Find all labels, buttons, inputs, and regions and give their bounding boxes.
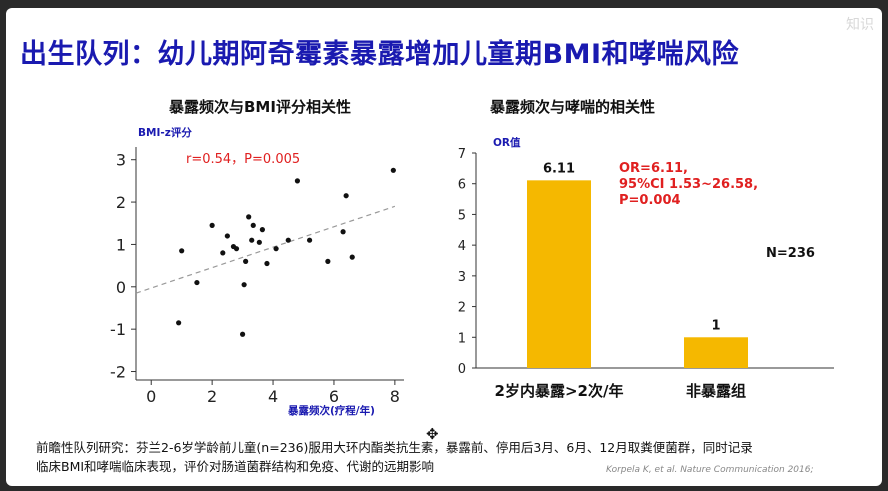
scatter-point: [285, 237, 291, 243]
scatter-point: [349, 254, 355, 260]
bar-y-tick-label: 2: [458, 301, 466, 316]
scatter-point: [325, 258, 331, 264]
bar-y-tick-label: 4: [458, 239, 466, 254]
bar-category-label: 2岁内暴露>2次/年: [495, 382, 624, 400]
scatter-point: [220, 250, 226, 256]
scatter-x-tick-label: 8: [390, 387, 400, 406]
footer-note: 前瞻性队列研究：芬兰2-6岁学龄前儿童(n=236)服用大环内酯类抗生素，暴露前…: [36, 438, 876, 476]
scatter-point: [259, 227, 265, 233]
scatter-point: [224, 233, 230, 239]
bar-category-label: 非暴露组: [686, 382, 746, 400]
scatter-point: [239, 331, 246, 337]
bar-or-annotation-line: P=0.004: [619, 193, 681, 208]
bar: [684, 337, 748, 368]
scatter-point: [209, 222, 215, 228]
scatter-y-tick-label: -2: [110, 363, 126, 382]
bar-y-tick-label: 6: [458, 178, 466, 193]
bar-y-tick-label: 0: [458, 362, 466, 377]
scatter-point: [273, 246, 279, 252]
scatter-point: [241, 282, 247, 288]
footer-line-1: 前瞻性队列研究：芬兰2-6岁学龄前儿童(n=236)服用大环内酯类抗生素，暴露前…: [36, 440, 753, 455]
scatter-point: [194, 279, 200, 286]
bar-title: 暴露频次与哮喘的相关性: [490, 98, 656, 116]
bar-value-label: 1: [711, 318, 720, 333]
scatter-correlation-annotation: r=0.54，P=0.005: [186, 152, 300, 167]
scatter-point: [176, 320, 182, 326]
scatter-point: [250, 222, 256, 228]
bar-y-tick-label: 1: [458, 331, 466, 346]
scatter-y-axis-label: BMI-z评分: [138, 126, 192, 139]
scatter-y-tick-label: 0: [116, 278, 126, 297]
bar-chart: 0 1 2 3 4 5 6 7 OR值 6.11 2岁内暴露>2次/年 1 非暴露组 OR=6.11,95…: [458, 136, 834, 400]
move-cursor-icon: ✥: [426, 425, 439, 443]
scatter-point: [179, 248, 185, 254]
scatter-x-tick-label: 2: [207, 387, 217, 406]
slide-title: 出生队列：幼儿期阿奇霉素暴露增加儿童期BMI和哮喘风险: [20, 39, 739, 70]
scatter-point: [256, 239, 262, 245]
scatter-x-axis-label: 暴露频次(疗程/年): [287, 404, 375, 417]
slide: 知识 出生队列：幼儿期阿奇霉素暴露增加儿童期BMI和哮喘风险 暴露频次与BMI评…: [6, 8, 882, 486]
footer-line-2: 临床BMI和哮喘临床表现，评价对肠道菌群结构和免疫、代谢的远期影响: [36, 459, 435, 474]
bar-y-axis-label: OR值: [493, 136, 521, 149]
bar: [527, 180, 591, 368]
scatter-y-tick-label: 1: [116, 235, 126, 254]
bar-y-tick-label: 7: [458, 147, 466, 162]
scatter-x-tick-label: 0: [146, 387, 156, 406]
scatter-point: [233, 246, 240, 252]
watermark: 知识: [846, 17, 874, 33]
bar-y-tick-label: 3: [458, 270, 466, 285]
scatter-point: [246, 214, 252, 220]
scatter-point: [306, 237, 313, 243]
scatter-y-tick-label: 2: [116, 193, 126, 212]
scatter-point: [264, 260, 270, 267]
scatter-x-tick-label: 4: [268, 387, 278, 406]
bar-or-annotation-line: 95%CI 1.53~26.58,: [619, 177, 758, 192]
scatter-point: [243, 258, 249, 264]
bar-or-annotation-line: OR=6.11,: [619, 161, 688, 176]
scatter-trendline: [135, 205, 396, 294]
scatter-point: [294, 178, 301, 184]
bar-value-label: 6.11: [543, 161, 575, 176]
scatter-point: [390, 167, 396, 173]
scatter-point: [249, 237, 255, 243]
bar-sample-size: N=236: [766, 246, 815, 261]
scatter-point: [340, 229, 346, 235]
scatter-title: 暴露频次与BMI评分相关性: [169, 98, 351, 116]
scatter-y-tick-label: 3: [116, 151, 126, 170]
scatter-y-tick-label: -1: [110, 320, 126, 339]
bar-y-tick-label: 5: [458, 208, 466, 223]
scatter-x-tick-label: 6: [329, 387, 339, 406]
scatter-point: [343, 193, 349, 199]
citation: Korpela K, et al. Nature Communication 2…: [606, 465, 814, 475]
